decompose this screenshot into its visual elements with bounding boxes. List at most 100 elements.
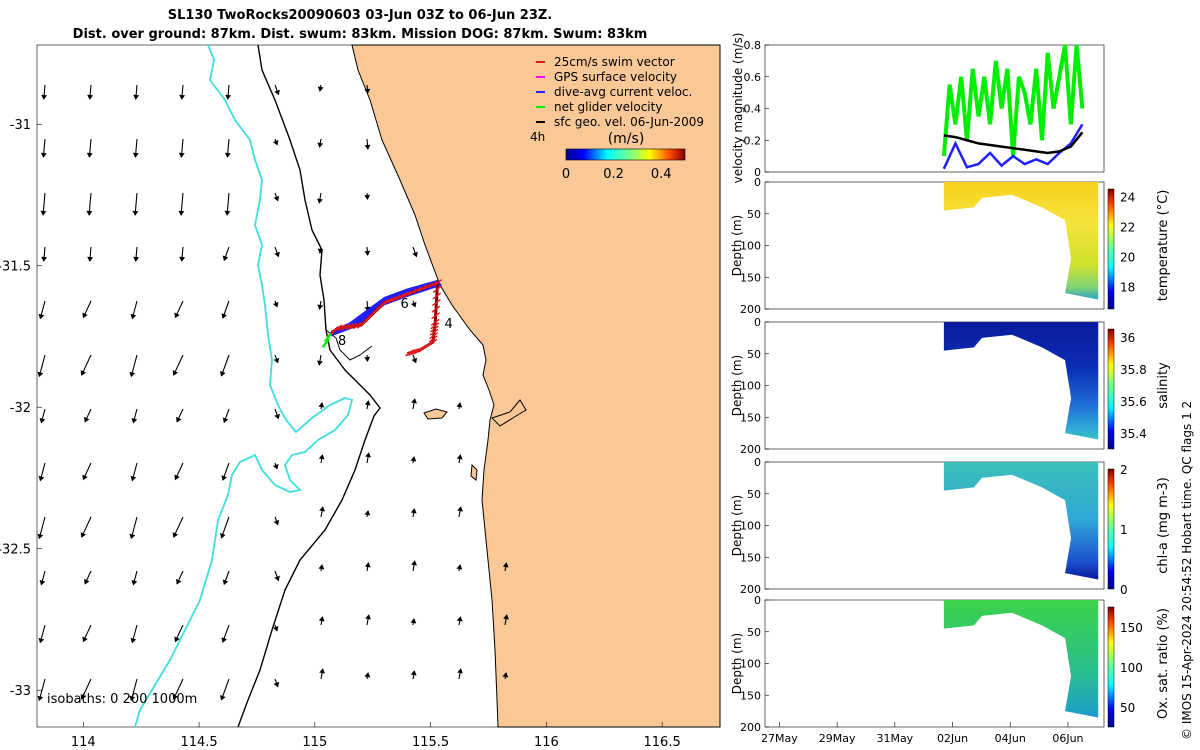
colorbar-tick-label: 18	[1120, 281, 1135, 295]
geo-velocity-arrow	[411, 560, 417, 572]
map-x-tick-label: 115	[302, 735, 327, 750]
velocity-y-tick-label: 0.6	[744, 71, 762, 84]
swim-vector	[432, 285, 442, 293]
depth-tick-label: 100	[740, 240, 761, 253]
geo-velocity-arrow	[172, 354, 184, 376]
profile-colorbar	[1107, 328, 1115, 450]
swim-vector	[413, 286, 422, 294]
time-tick-label: 06Jun	[1052, 732, 1083, 745]
depth-tick-label: 50	[747, 488, 761, 501]
geo-velocity-arrow	[172, 516, 184, 538]
profile-panel: 0 50 100 150 200 Depth (m) 18 20 22 24 temperature…	[730, 176, 1171, 316]
legend-entry: 25cm/s swim vector	[536, 55, 675, 69]
geo-velocity-arrow	[82, 462, 92, 481]
depth-tick-label: 50	[747, 208, 761, 221]
colorbar-tick-label: 36	[1120, 331, 1135, 345]
geo-velocity-arrow	[174, 300, 184, 319]
depth-axis-label: Depth (m)	[730, 215, 744, 276]
depth-tick-label: 100	[740, 380, 761, 393]
depth-tick-label: 150	[740, 271, 761, 284]
colorbar-tick-label: 1	[1120, 523, 1128, 537]
swim-vector	[391, 294, 401, 302]
geo-velocity-arrow	[39, 408, 46, 424]
velocity-y-tick-label: 0.8	[744, 39, 762, 52]
geo-velocity-arrow	[272, 624, 279, 632]
swim-vector	[408, 288, 417, 296]
geo-velocity-arrow	[179, 246, 186, 262]
track-label: 8	[338, 334, 346, 349]
geo-velocity-arrow	[178, 138, 185, 158]
depth-tick-label: 50	[747, 626, 761, 639]
geo-velocity-arrow	[318, 564, 325, 572]
geo-velocity-arrow	[221, 624, 230, 643]
geo-velocity-arrow	[132, 138, 139, 158]
geo-velocity-arrow	[176, 408, 184, 423]
profile-colorbar	[1107, 606, 1115, 728]
geo-velocity-arrow	[273, 516, 280, 526]
geo-velocity-arrow	[272, 300, 279, 308]
geo-velocity-arrow	[221, 300, 230, 319]
geo-velocity-arrow	[220, 678, 230, 701]
depth-tick-label: 200	[740, 443, 761, 456]
geo-velocity-arrow	[129, 354, 138, 378]
geo-velocity-arrow	[174, 624, 184, 643]
depth-tick-label: 0	[754, 316, 761, 329]
island-garden	[491, 399, 527, 427]
dive-avg-current-band	[331, 279, 443, 337]
colorbar-tick-label: 20	[1120, 251, 1135, 265]
geo-velocity-arrow	[364, 192, 371, 200]
geo-velocity-arrow	[87, 84, 94, 100]
isobath-200	[237, 44, 381, 728]
isobath-0	[325, 329, 373, 361]
island-rottnest	[423, 408, 448, 420]
time-tick-label: 31May	[876, 732, 913, 745]
velocity-series	[941, 44, 1085, 170]
profile-section-fill	[943, 600, 1099, 718]
geo-velocity-arrow	[82, 624, 92, 643]
geo-velocity-arrow	[457, 668, 463, 680]
profile-colorbar	[1107, 468, 1115, 590]
speed-colorbar-tick-label: 0	[562, 167, 570, 182]
map-x-tick-label: 116	[534, 735, 559, 750]
geo-velocity-arrow	[456, 564, 463, 572]
geo-velocity-arrow	[80, 516, 92, 538]
depth-tick-label: 200	[740, 721, 761, 734]
map-y-tick-label: -32	[10, 401, 31, 416]
legend-label: 25cm/s swim vector	[554, 55, 675, 69]
geo-velocity-arrow	[172, 678, 184, 700]
geo-velocity-arrow	[130, 300, 138, 320]
geo-velocity-arrow	[273, 192, 280, 202]
geo-velocity-arrow	[502, 562, 509, 572]
colorbar-label: chl-a (mg m-3)	[1156, 477, 1171, 574]
geo-velocity-arrow	[317, 354, 323, 366]
track-label: 4	[444, 317, 452, 332]
geo-velocity-arrow	[410, 300, 417, 308]
geo-velocity-arrow	[273, 354, 280, 364]
geo-velocity-arrow	[272, 138, 279, 146]
geo-velocity-arrow	[274, 246, 280, 258]
geo-velocity-arrow	[38, 300, 46, 320]
swim-vector	[423, 282, 432, 291]
geo-velocity-arrow	[129, 516, 138, 540]
geo-velocity-arrow	[220, 516, 230, 539]
geo-velocity-arrow	[221, 462, 230, 481]
geo-velocity-arrow	[87, 246, 94, 262]
geo-velocity-arrow	[318, 454, 325, 464]
velocity-y-label: velocity magnitude (m/s)	[731, 33, 745, 184]
colorbar-tick-label: 35.4	[1120, 427, 1147, 441]
swim-vector	[395, 293, 405, 301]
geo-velocity-arrow	[37, 516, 46, 540]
geo-velocity-arrow	[40, 138, 47, 158]
geo-velocity-arrow	[38, 624, 46, 644]
geo-velocity-arrow	[133, 246, 140, 262]
geo-velocity-arrow	[41, 246, 48, 262]
geo-velocity-arrow	[222, 246, 230, 262]
geo-velocity-arrow	[365, 614, 371, 626]
depth-axis-label: Depth (m)	[730, 633, 744, 694]
geo-velocity-arrow	[274, 408, 280, 420]
depth-tick-label: 100	[740, 520, 761, 533]
geo-velocity-arrow	[364, 354, 371, 362]
geo-velocity-arrow	[317, 84, 324, 92]
